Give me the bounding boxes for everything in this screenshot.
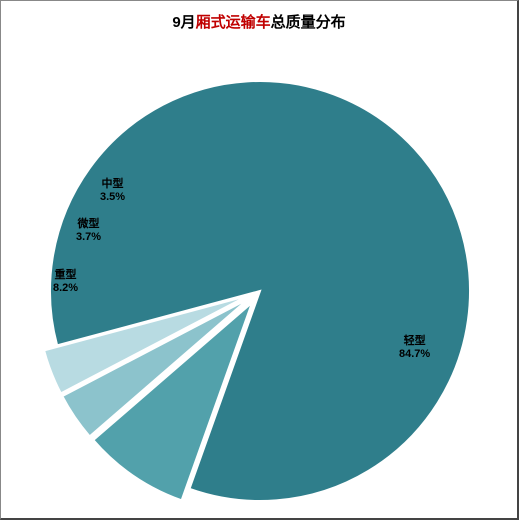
slice-label: 微型3.7% xyxy=(76,218,101,243)
pie-chart xyxy=(1,1,519,521)
slice-label: 轻型84.7% xyxy=(399,335,430,360)
chart-container: 9月厢式运输车总质量分布 轻型84.7%重型8.2%微型3.7%中型3.5% xyxy=(0,0,519,520)
slice-label: 重型8.2% xyxy=(53,269,78,294)
slice-label: 中型3.5% xyxy=(100,178,125,203)
